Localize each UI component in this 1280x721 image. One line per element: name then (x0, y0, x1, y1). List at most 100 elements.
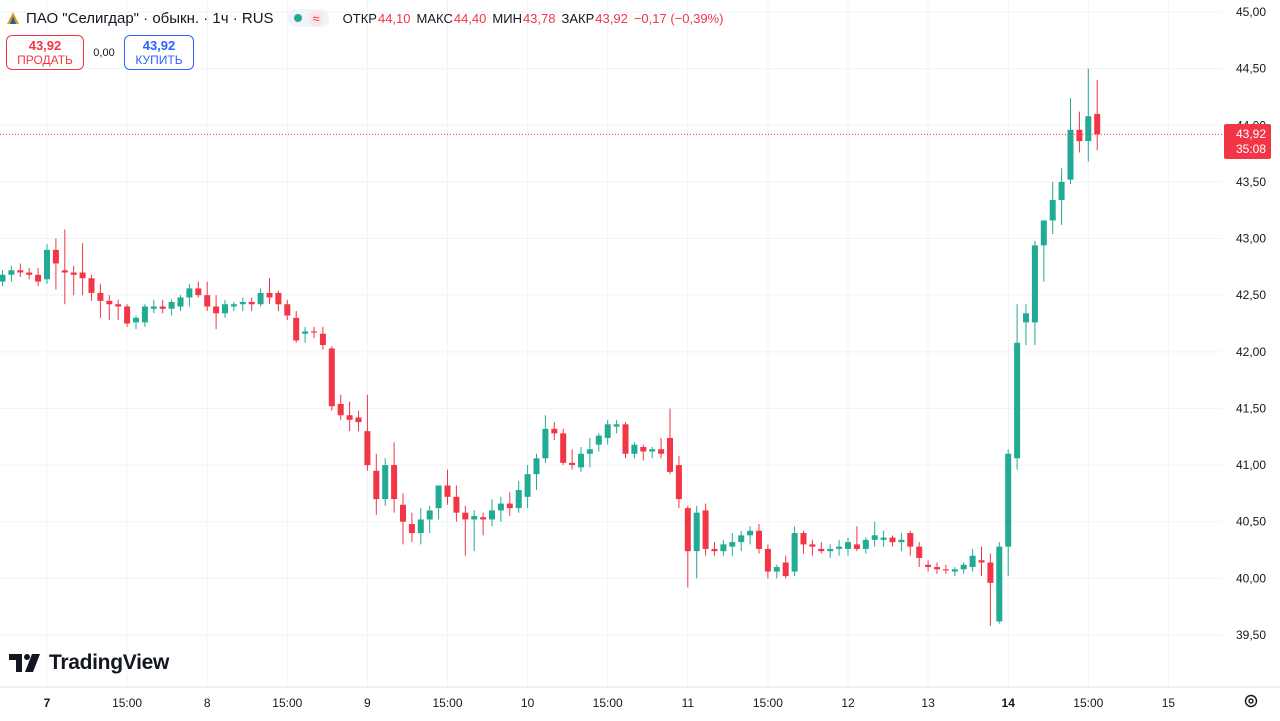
candle-body (773, 567, 780, 572)
candle (204, 281, 211, 312)
candle (453, 485, 460, 522)
candle-body (489, 510, 495, 520)
candle-body (88, 278, 95, 293)
candle-body (747, 530, 754, 536)
candle-body (382, 465, 389, 500)
candle-body (622, 424, 629, 454)
candle (1049, 181, 1056, 235)
candle-body (649, 449, 656, 452)
candle (480, 512, 487, 536)
candle-body (613, 424, 620, 427)
candle (222, 299, 228, 318)
low-value: 43,78 (522, 10, 556, 26)
candle (907, 530, 914, 556)
candle-body (355, 417, 362, 423)
candle-body (239, 301, 246, 305)
candle (426, 505, 433, 534)
price-tick-label: 45,00 (1236, 5, 1266, 19)
candle-body (230, 304, 237, 307)
candle (578, 446, 584, 472)
time-tick-label: 11 (682, 696, 695, 710)
chart-header: ПАО "Селигдар" · обыкн. · 1ч · RUS ≈ ОТК… (6, 8, 729, 28)
candle (551, 422, 558, 441)
candle (1023, 304, 1029, 346)
candle (658, 437, 665, 459)
candle-body (497, 503, 504, 511)
tradingview-branding[interactable]: TradingView (9, 651, 169, 675)
last-price-label: 43,92 (1236, 127, 1266, 141)
candle (836, 539, 843, 556)
candle-body (916, 546, 923, 558)
candle-body (106, 300, 113, 305)
candle-body (346, 415, 353, 420)
candle-body (836, 546, 843, 549)
candle-body (934, 567, 940, 570)
candle (791, 526, 798, 577)
buy-button[interactable]: 43,92 КУПИТЬ (124, 35, 194, 70)
candle (845, 537, 851, 556)
candle-body (0, 274, 6, 282)
candle-body (44, 249, 50, 280)
candle-body (782, 562, 789, 577)
time-tick-label: 15 (1162, 696, 1176, 710)
open-value: 44,10 (377, 10, 411, 26)
candle-body (222, 304, 228, 314)
candle-body (1031, 245, 1038, 323)
chart-grid (0, 0, 1222, 687)
candle (889, 535, 896, 547)
candle (239, 297, 246, 312)
time-tick-label: 15:00 (432, 696, 462, 710)
candle (79, 243, 86, 296)
candle (373, 453, 380, 515)
candle (168, 299, 175, 316)
sell-button[interactable]: 43,92 ПРОДАТЬ (6, 35, 84, 70)
candle-body (417, 519, 424, 534)
candle (275, 290, 282, 312)
candle (328, 346, 335, 411)
candle-body (542, 428, 549, 459)
candle (978, 546, 985, 577)
candle-body (1094, 113, 1101, 135)
candle-body (141, 306, 148, 323)
time-tick-label: 14 (1002, 696, 1016, 710)
candle-body (853, 544, 860, 549)
candle-body (462, 512, 469, 520)
candle-body (560, 433, 567, 463)
market-status[interactable]: ≈ (287, 9, 329, 27)
candle (311, 326, 317, 339)
candle-body (569, 462, 576, 466)
candle-body (791, 533, 798, 572)
price-tick-label: 40,00 (1236, 571, 1266, 585)
candle-body (213, 306, 220, 314)
candle-body (8, 270, 15, 275)
candle-body (35, 274, 42, 282)
candle (1085, 68, 1092, 162)
time-tick-label: 7 (44, 696, 51, 710)
candle (827, 544, 834, 558)
candle (52, 238, 59, 290)
candle (996, 542, 1003, 624)
candle (8, 265, 15, 282)
candle (115, 299, 122, 321)
time-tick-label: 12 (841, 696, 855, 710)
candle (1014, 304, 1021, 470)
candle-body (658, 449, 665, 454)
candle-body (133, 317, 139, 323)
candle (1094, 79, 1101, 151)
candle (257, 288, 264, 307)
price-tick-label: 43,50 (1236, 175, 1266, 189)
candle-body (506, 503, 513, 509)
candle (1005, 449, 1012, 577)
candle-body (1014, 342, 1021, 459)
candle-body (925, 564, 932, 568)
candle-body (471, 516, 478, 520)
symbol-title[interactable]: ПАО "Селигдар" · обыкн. · 1ч · RUS (26, 9, 274, 27)
settings-gear-icon[interactable] (1243, 693, 1259, 709)
candle (319, 326, 326, 350)
candle (141, 304, 148, 327)
trade-panel: 43,92 ПРОДАТЬ 0,00 43,92 КУПИТЬ (6, 35, 194, 70)
time-tick-label: 9 (364, 696, 371, 710)
symbol-logo-icon[interactable] (6, 11, 20, 25)
high-label: МАКС (416, 10, 453, 26)
